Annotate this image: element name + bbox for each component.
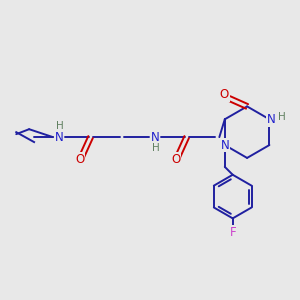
Text: N: N xyxy=(267,113,276,126)
Text: O: O xyxy=(171,153,180,167)
Text: N: N xyxy=(151,130,159,144)
Text: H: H xyxy=(278,112,286,122)
Text: F: F xyxy=(230,226,236,239)
Text: N: N xyxy=(220,139,229,152)
Text: O: O xyxy=(220,88,229,101)
Text: H: H xyxy=(56,121,64,131)
Text: O: O xyxy=(75,153,84,167)
Text: N: N xyxy=(55,130,63,144)
Text: H: H xyxy=(152,143,160,153)
